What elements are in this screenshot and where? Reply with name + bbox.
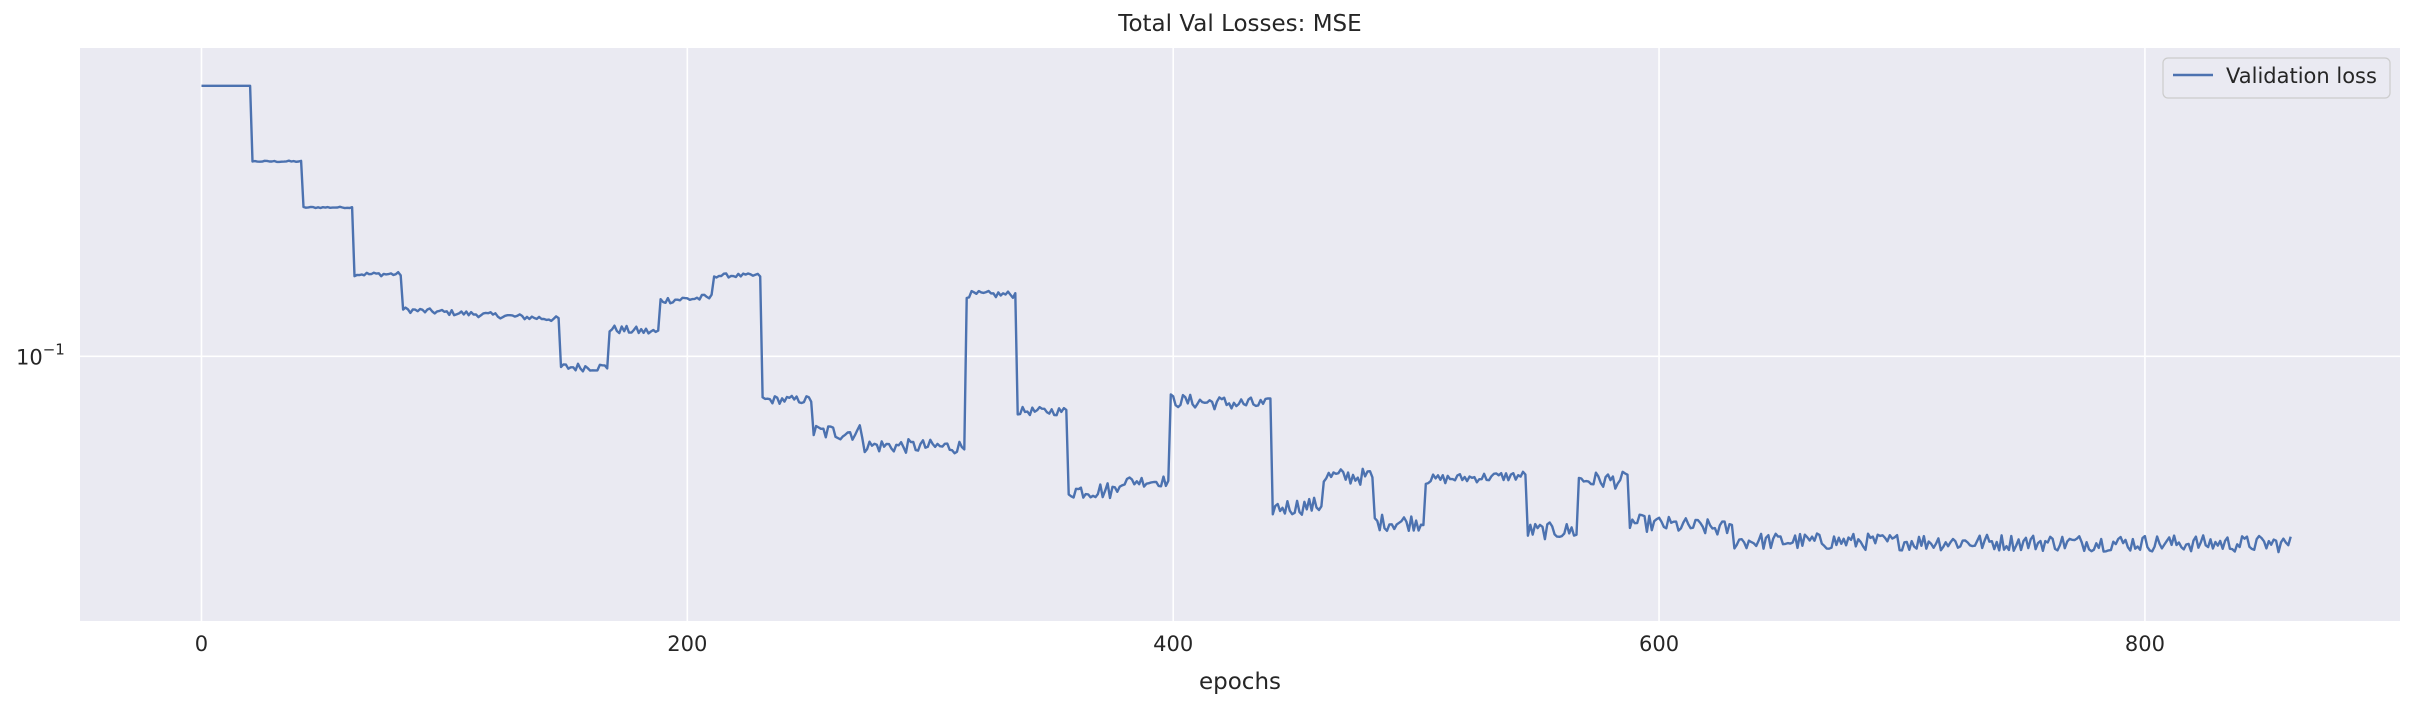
legend-box <box>2162 57 2391 99</box>
x-tick-label: 800 <box>2125 632 2165 656</box>
series-line-validation-loss <box>201 84 2292 554</box>
x-axis-label: epochs <box>1199 669 1281 695</box>
legend-label: Validation loss <box>2226 64 2377 88</box>
x-tick-label: 200 <box>667 632 707 656</box>
chart-title: Total Val Losses: MSE <box>1117 11 1361 37</box>
plot-background <box>80 48 2400 621</box>
grid-lines <box>80 48 2400 621</box>
series-layer <box>201 84 2292 554</box>
x-tick-label: 0 <box>195 632 208 656</box>
y-axis-ticks: 10−1 <box>16 340 65 369</box>
x-tick-label: 600 <box>1639 632 1679 656</box>
x-tick-label: 400 <box>1153 632 1193 656</box>
x-axis-ticks: 0 200 400 600 800 <box>195 632 2165 656</box>
legend: Validation loss <box>2162 57 2391 99</box>
y-tick-label: 10−1 <box>16 340 65 369</box>
